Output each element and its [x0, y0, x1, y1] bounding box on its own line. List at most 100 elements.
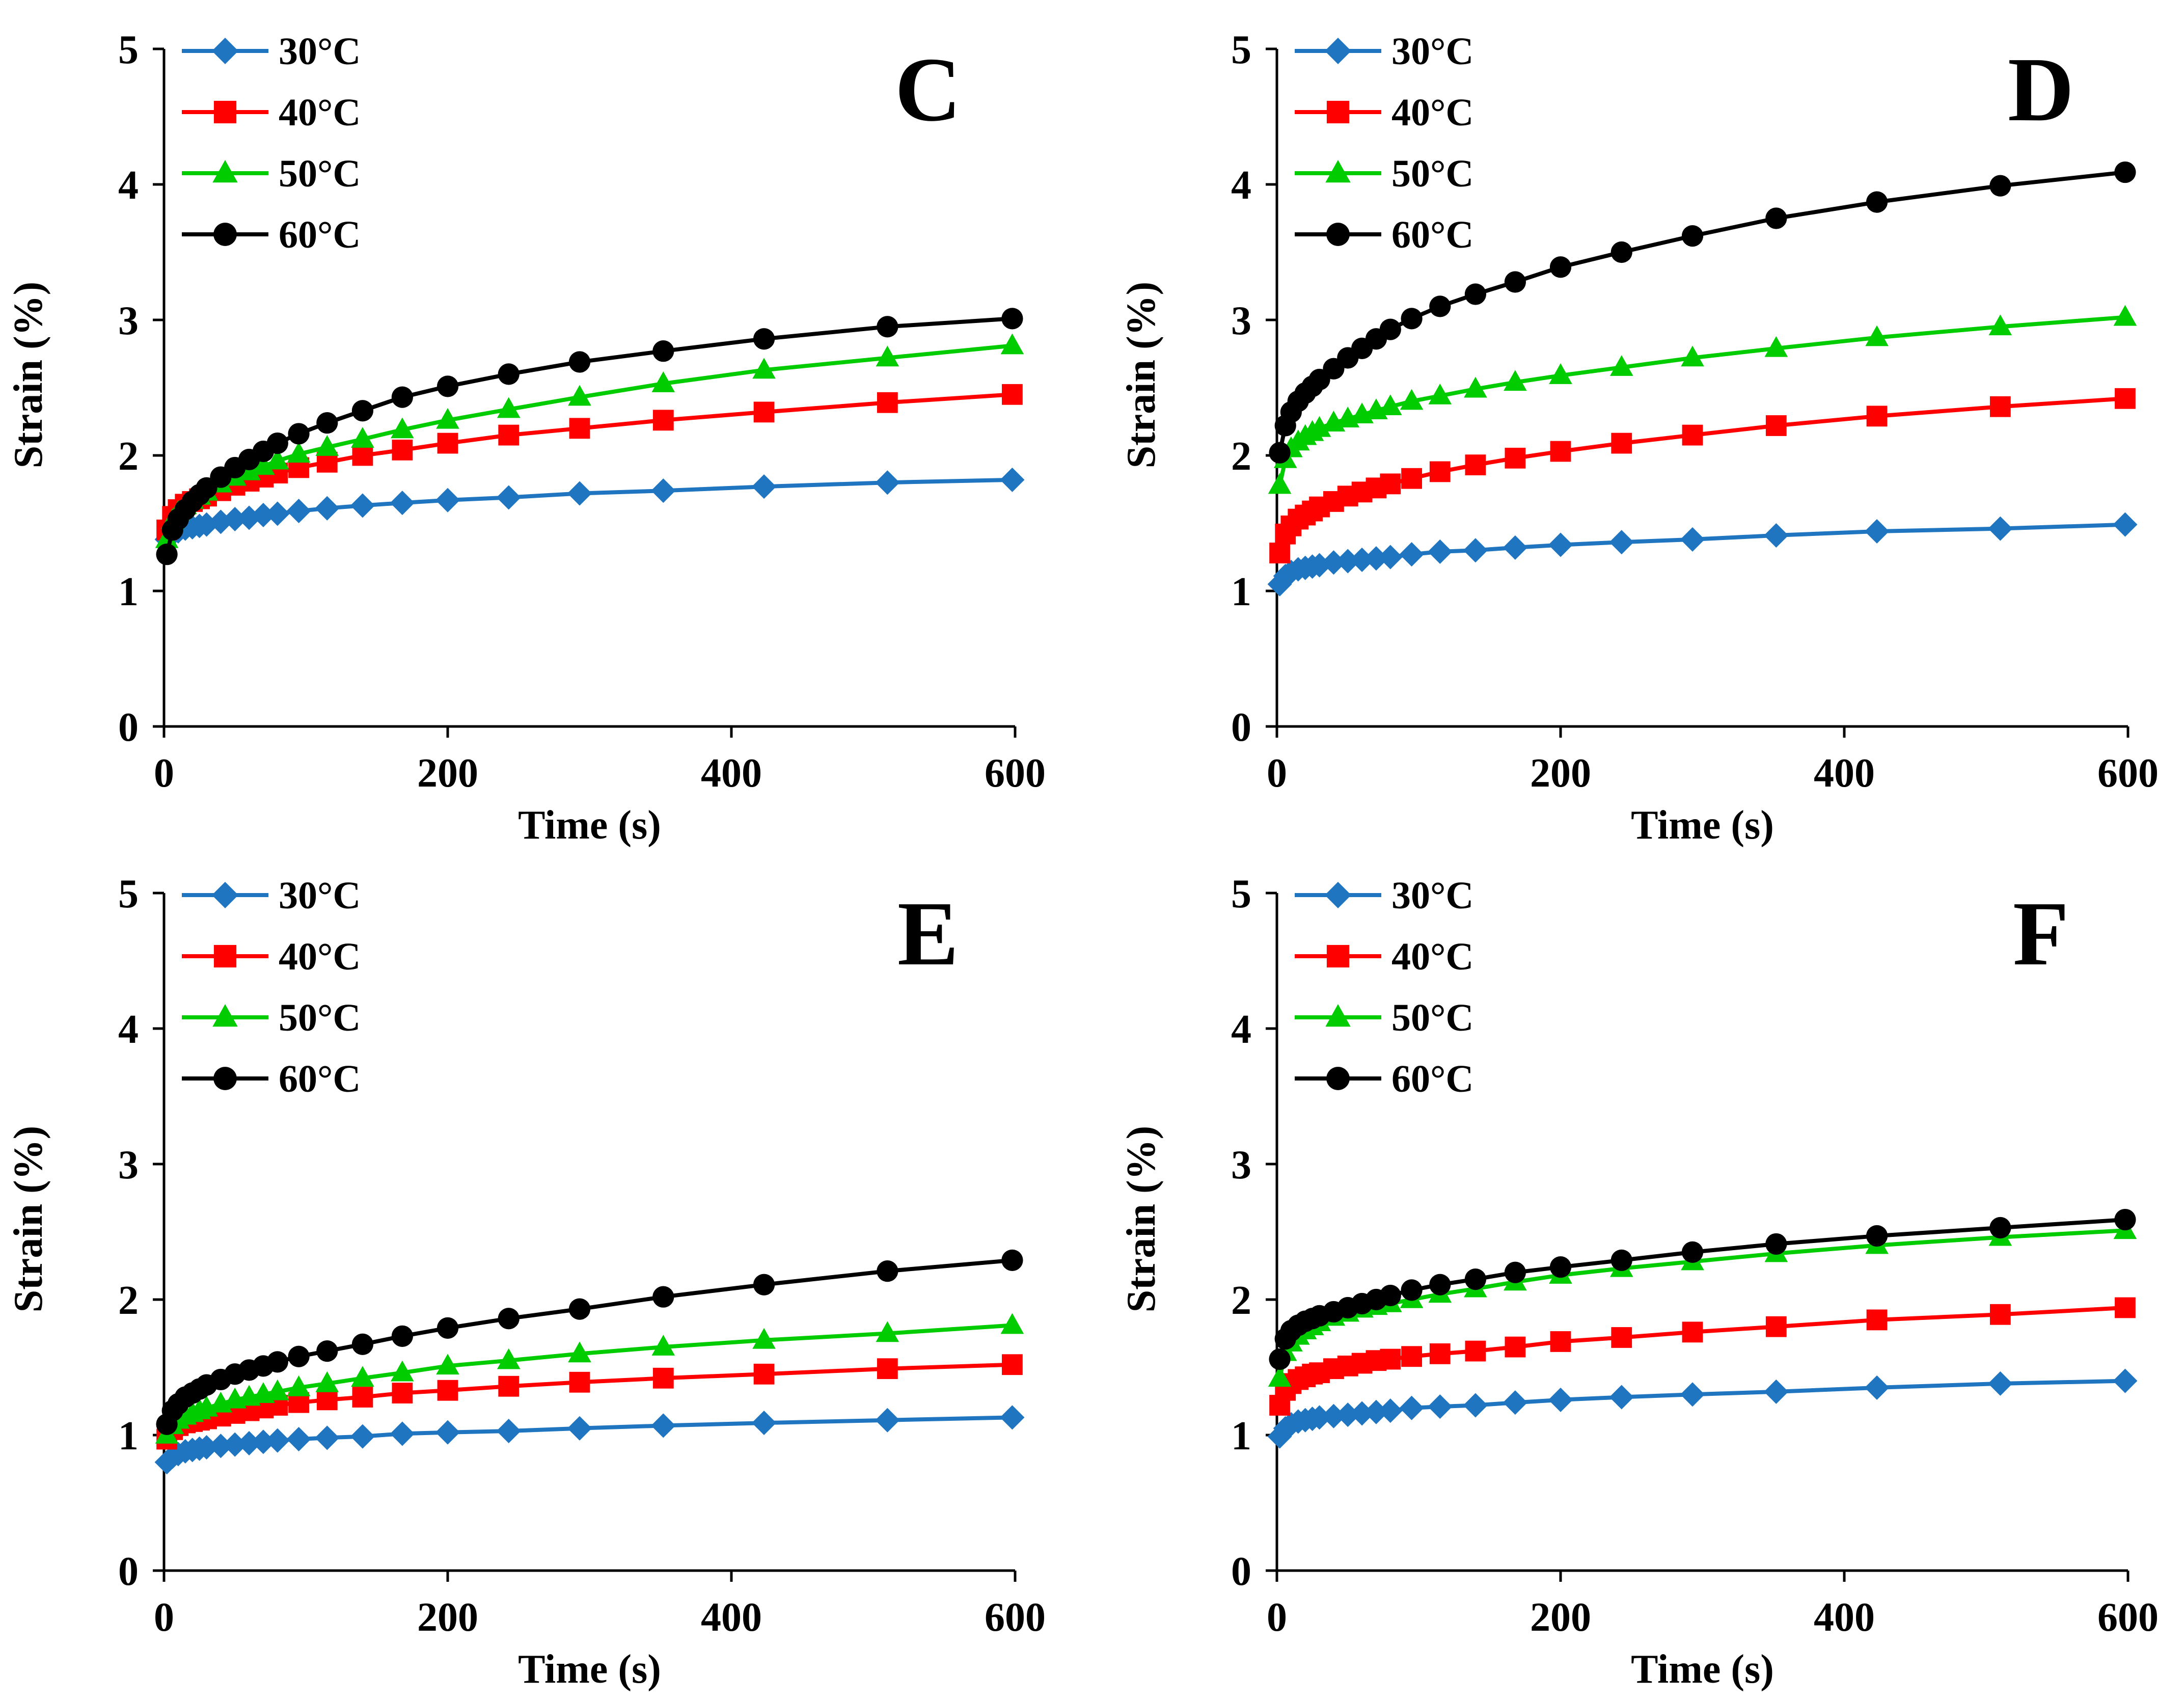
x-tick-label: 600	[2097, 751, 2159, 796]
data-point	[391, 386, 413, 408]
data-point	[1380, 1348, 1401, 1370]
legend-label: 30°C	[1391, 874, 1473, 917]
legend: 30°C 40°C 50°C 60°C	[182, 874, 361, 1100]
legend-label: 50°C	[279, 996, 361, 1039]
legend-label: 60°C	[279, 1058, 361, 1100]
data-point	[1550, 441, 1571, 462]
data-point	[496, 485, 521, 510]
data-point	[437, 433, 458, 454]
series-40c	[1269, 388, 2136, 563]
data-point	[436, 1317, 459, 1339]
legend: 30°C 40°C 50°C 60°C	[1295, 874, 1473, 1100]
data-point	[1363, 1399, 1388, 1424]
data-point	[351, 1333, 374, 1355]
legend-marker	[1326, 944, 1350, 968]
data-point	[1464, 283, 1487, 305]
data-point	[208, 1434, 233, 1459]
data-point	[1764, 523, 1789, 548]
x-tick-label: 200	[1530, 1595, 1591, 1640]
series-60c	[1269, 161, 2136, 464]
data-point	[1989, 396, 2011, 417]
data-point	[1269, 442, 1291, 464]
data-point	[1307, 1405, 1332, 1430]
y-tick-label: 4	[118, 163, 139, 208]
data-point	[1611, 1327, 1632, 1348]
data-point	[1866, 1225, 1888, 1247]
x-tick-label: 200	[417, 751, 478, 796]
data-point	[286, 1426, 311, 1451]
data-point	[1401, 468, 1422, 489]
legend-label: 30°C	[1391, 30, 1473, 73]
y-tick-label: 1	[1231, 570, 1251, 614]
data-point	[651, 478, 676, 503]
x-tick-label: 400	[701, 1595, 762, 1640]
y-axis-label: Strain (%)	[1119, 282, 1164, 469]
data-point	[436, 375, 459, 397]
data-point	[437, 1380, 458, 1401]
legend: 30°C 40°C 50°C 60°C	[1295, 30, 1473, 256]
data-point	[1269, 543, 1290, 563]
data-point	[1866, 406, 1888, 427]
data-point	[1680, 1382, 1705, 1407]
y-tick-label: 5	[118, 872, 139, 916]
data-point	[1989, 175, 2011, 197]
legend-marker	[1325, 38, 1351, 64]
data-point	[752, 1411, 777, 1436]
legend-label: 30°C	[279, 874, 361, 917]
data-point	[223, 1432, 248, 1457]
data-point	[1399, 1395, 1424, 1420]
panel-f: 0 1 2 3 4 5 0 200 400 600 Time (s) Strain (%) F 30°C 4…	[1119, 872, 2159, 1692]
data-point	[1399, 542, 1424, 567]
data-point	[1379, 1284, 1401, 1307]
data-point	[1681, 225, 1704, 247]
y-tick-label: 4	[1231, 163, 1251, 208]
data-point	[1429, 461, 1451, 482]
data-point	[1350, 547, 1375, 572]
x-tick-label: 600	[2097, 1595, 2159, 1640]
data-point	[1765, 415, 1787, 436]
data-point	[315, 496, 340, 521]
y-tick-label: 0	[118, 705, 139, 750]
data-point	[316, 412, 338, 434]
data-point	[1681, 1241, 1704, 1263]
panel-c: 0 1 2 3 4 5 0 200 400 600 Time (s) Strain (%) C 30°C 4…	[6, 28, 1046, 848]
y-axis-label: Strain (%)	[6, 282, 51, 469]
data-point	[497, 1348, 521, 1369]
data-point	[1682, 1321, 1703, 1343]
series-30c	[1267, 1368, 2138, 1449]
y-axis-label: Strain (%)	[1119, 1126, 1164, 1313]
data-point	[1865, 519, 1890, 544]
data-point	[1307, 416, 1331, 437]
y-tick-label: 3	[118, 299, 139, 343]
data-point	[350, 493, 375, 518]
legend-marker	[1325, 1004, 1351, 1027]
legend-marker	[213, 944, 237, 968]
data-point	[876, 345, 899, 367]
data-point	[288, 1345, 310, 1367]
data-point	[1504, 370, 1527, 391]
data-point	[194, 1435, 219, 1460]
data-point	[753, 1274, 775, 1295]
y-tick-label: 0	[118, 1549, 139, 1594]
data-point	[1378, 545, 1403, 570]
data-point	[1463, 538, 1488, 563]
panel-letter: E	[897, 883, 959, 984]
data-point	[1549, 256, 1572, 278]
data-point	[1548, 532, 1573, 557]
x-tick-label: 200	[1530, 751, 1591, 796]
x-tick-label: 600	[985, 1595, 1046, 1640]
legend-marker	[212, 38, 238, 64]
data-point	[752, 1328, 776, 1349]
data-point	[315, 1371, 339, 1392]
data-point	[1866, 191, 1888, 213]
x-tick-label: 0	[1267, 1595, 1287, 1640]
legend: 30°C 40°C 50°C 60°C	[182, 30, 361, 256]
data-point	[252, 454, 275, 475]
data-point	[652, 340, 674, 362]
data-point	[1764, 1379, 1789, 1404]
data-point	[877, 316, 898, 338]
data-point	[287, 1375, 311, 1396]
data-point	[1504, 271, 1526, 293]
data-point	[1000, 1313, 1024, 1334]
data-point	[875, 470, 900, 495]
